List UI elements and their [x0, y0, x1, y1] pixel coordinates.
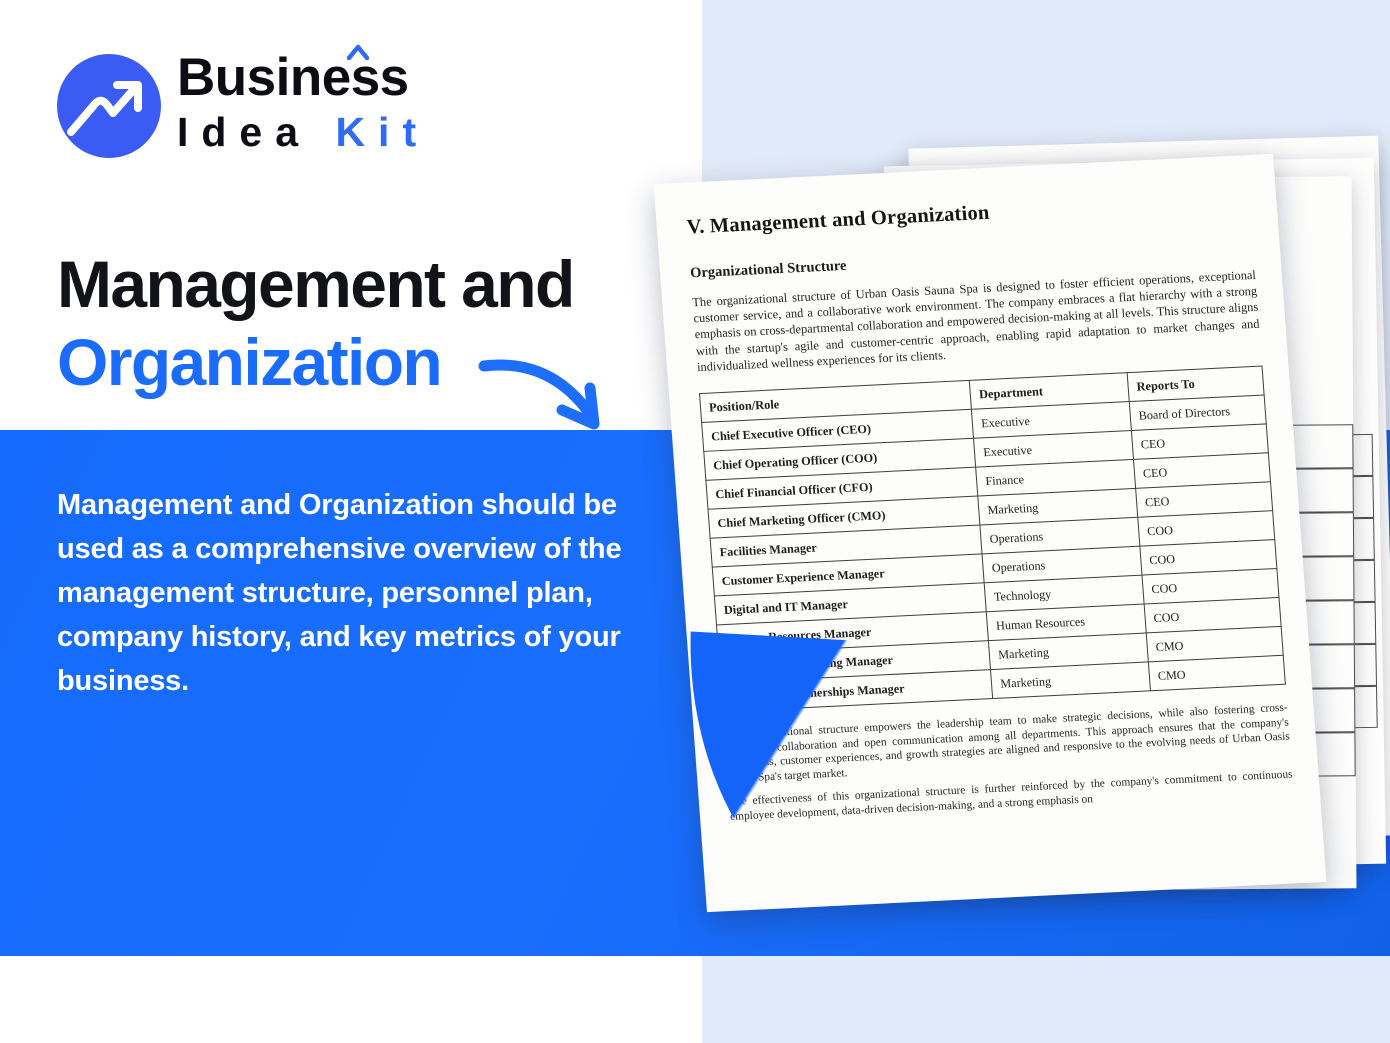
cell-reports-to: CMO	[1148, 655, 1286, 691]
document-intro-paragraph: The organizational structure of Urban Oa…	[691, 267, 1260, 374]
org-structure-table: Position/Role Department Reports To Chie…	[699, 366, 1286, 713]
page-title-line2: Organization	[57, 325, 443, 399]
table-body: Chief Executive Officer (CEO) Executive …	[701, 394, 1286, 712]
brand-name-idea: Idea	[177, 109, 336, 155]
description-text: Management and Organization should be us…	[57, 489, 622, 697]
brand-name-kit: Kit	[335, 109, 430, 155]
document-stack: flat nts. o ent ns, a flat on- ch, lient…	[640, 120, 1390, 920]
page-title-line1: Management and	[57, 247, 575, 321]
growth-arrow-icon	[57, 54, 161, 158]
cell-department: Marketing	[990, 661, 1151, 699]
document-sheet-front[interactable]: V. Management and Organization Organizat…	[653, 153, 1327, 913]
brand-logo[interactable]: Business Idea Kit	[55, 44, 455, 168]
brand-name-line2: Idea Kit	[177, 108, 429, 156]
document-heading: V. Management and Organization	[686, 201, 991, 239]
circumflex-accent-icon	[347, 44, 369, 60]
brand-name-line1: Business	[177, 44, 429, 107]
document-content: V. Management and Organization Organizat…	[654, 154, 1327, 912]
page-title: Management and Organization	[57, 245, 677, 401]
brand-wordmark: Business Idea Kit	[177, 44, 429, 156]
curved-arrow-down-right-icon	[478, 359, 600, 430]
brand-name-business: Business	[177, 48, 409, 107]
